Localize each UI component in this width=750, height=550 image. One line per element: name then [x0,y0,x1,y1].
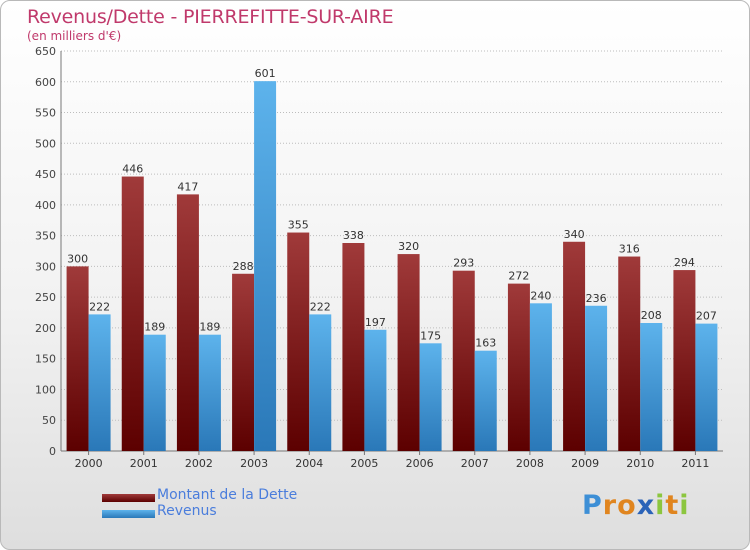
bar-dette [563,241,586,451]
data-label-revenus: 236 [586,292,607,305]
data-label-dette: 417 [177,180,198,193]
data-label-revenus: 189 [199,321,220,334]
bar-dette [673,270,696,451]
x-tick-label: 2004 [295,457,323,470]
x-tick-label: 2001 [130,457,158,470]
y-tick-label: 150 [35,353,56,366]
bar-revenus [309,314,332,451]
bar-revenus [529,303,552,451]
chart-title: Revenus/Dette - PIERREFITTE-SUR-AIRE [27,6,394,28]
proxiti-logo: Proxiti [582,490,690,521]
bar-dette [342,243,365,451]
data-label-dette: 338 [343,229,364,242]
bar-revenus [254,81,277,452]
bar-dette [176,194,199,451]
bar-revenus [640,323,663,451]
data-label-revenus: 222 [310,300,331,313]
y-tick-label: 450 [35,168,56,181]
legend-label-revenus: Revenus [157,503,217,519]
y-tick-label: 250 [35,291,56,304]
x-tick-label: 2006 [406,457,434,470]
data-label-dette: 340 [564,228,585,241]
data-label-dette: 293 [453,257,474,270]
bar-dette [397,254,420,451]
bar-revenus [419,343,442,451]
data-label-revenus: 163 [475,337,496,350]
x-tick-label: 2011 [681,457,709,470]
y-tick-label: 300 [35,260,56,273]
data-label-revenus: 175 [420,329,441,342]
x-tick-label: 2009 [571,457,599,470]
bar-revenus [695,323,718,451]
data-label-revenus: 197 [365,316,386,329]
data-label-revenus: 601 [255,67,276,80]
x-tick-label: 2000 [75,457,103,470]
y-tick-label: 400 [35,199,56,212]
bar-dette [121,176,144,452]
y-tick-label: 650 [35,45,56,58]
data-label-revenus: 208 [641,309,662,322]
bar-dette [66,266,89,451]
data-label-revenus: 189 [144,321,165,334]
bar-dette [232,273,255,451]
x-tick-label: 2007 [461,457,489,470]
data-label-revenus: 222 [89,300,110,313]
data-label-dette: 300 [67,252,88,265]
y-tick-label: 500 [35,137,56,150]
bar-revenus [474,350,497,451]
x-tick-label: 2010 [626,457,654,470]
data-label-dette: 355 [288,219,309,232]
legend-label-dette: Montant de la Dette [157,487,298,503]
data-label-revenus: 207 [696,310,717,323]
bar-dette [507,283,530,451]
data-label-revenus: 240 [530,289,551,302]
data-label-dette: 272 [508,270,529,283]
y-tick-label: 600 [35,76,56,89]
data-label-dette: 320 [398,240,419,253]
x-tick-label: 2002 [185,457,213,470]
bar-revenus [364,329,387,451]
legend-swatch-dette [102,494,155,502]
bar-revenus [585,305,608,451]
bar-revenus [143,334,166,451]
bar-revenus [198,334,221,451]
bar-dette [618,256,641,451]
x-tick-label: 2008 [516,457,544,470]
legend-swatch-revenus [102,510,155,518]
y-tick-label: 0 [49,445,56,458]
data-label-dette: 316 [619,243,640,256]
data-label-dette: 294 [674,256,695,269]
y-tick-label: 550 [35,107,56,120]
y-tick-label: 200 [35,322,56,335]
x-tick-label: 2005 [350,457,378,470]
y-tick-label: 100 [35,383,56,396]
x-tick-label: 2003 [240,457,268,470]
bar-dette [452,270,475,451]
data-label-dette: 288 [233,260,254,273]
y-tick-label: 350 [35,230,56,243]
data-label-dette: 446 [122,163,143,176]
y-tick-label: 50 [42,414,56,427]
chart-subtitle: (en milliers d'€) [27,29,122,43]
bar-revenus [88,314,111,451]
bar-dette [287,232,310,451]
